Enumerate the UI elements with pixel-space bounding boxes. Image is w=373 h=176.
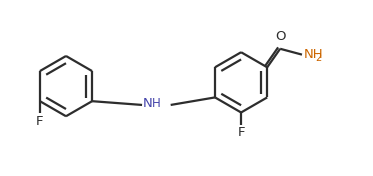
Text: F: F: [36, 115, 44, 128]
Text: NH: NH: [304, 48, 323, 61]
Text: O: O: [275, 30, 285, 43]
Text: H: H: [152, 97, 161, 110]
Text: N: N: [143, 97, 153, 110]
Text: 2: 2: [315, 53, 322, 63]
Text: F: F: [237, 126, 245, 139]
